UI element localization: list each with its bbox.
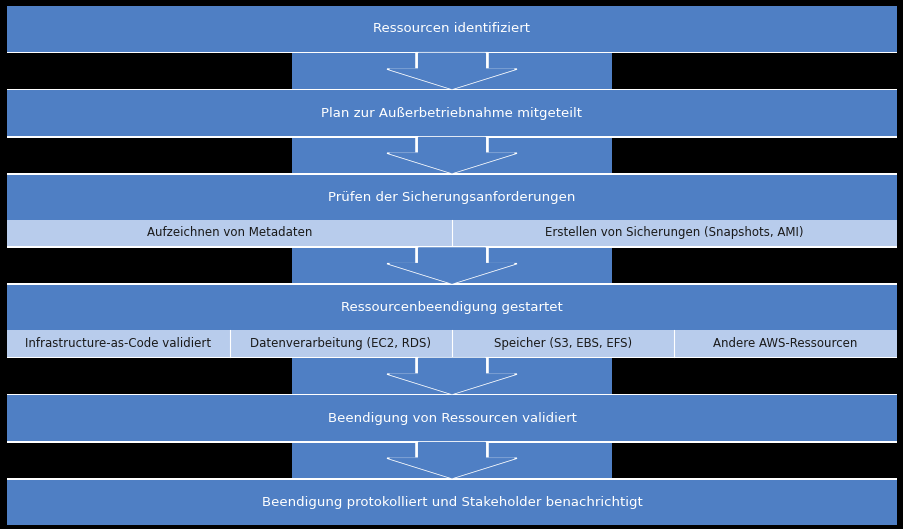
Bar — [292, 51, 611, 90]
Polygon shape — [386, 247, 517, 284]
Text: Aufzeichnen von Metadaten: Aufzeichnen von Metadaten — [147, 226, 312, 240]
Text: Infrastructure-as-Code validiert: Infrastructure-as-Code validiert — [25, 337, 211, 350]
Bar — [7, 246, 896, 248]
Polygon shape — [389, 138, 514, 172]
Bar — [7, 330, 896, 357]
Text: Beendigung von Ressourcen validiert: Beendigung von Ressourcen validiert — [327, 412, 576, 425]
Bar — [292, 246, 611, 285]
Bar — [7, 394, 896, 396]
Text: Andere AWS-Ressourcen: Andere AWS-Ressourcen — [712, 337, 857, 350]
Text: Ressourcen identifiziert: Ressourcen identifiziert — [373, 22, 530, 35]
Bar — [292, 357, 611, 396]
Polygon shape — [389, 53, 514, 88]
Polygon shape — [389, 359, 514, 394]
Bar — [7, 478, 896, 480]
Polygon shape — [389, 443, 514, 478]
Text: Ressourcenbeendigung gestartet: Ressourcenbeendigung gestartet — [340, 301, 563, 314]
Bar — [7, 396, 896, 441]
Bar — [7, 283, 896, 285]
Bar — [7, 285, 896, 330]
Text: Beendigung protokolliert und Stakeholder benachrichtigt: Beendigung protokolliert und Stakeholder… — [261, 496, 642, 509]
Bar — [7, 88, 896, 90]
Polygon shape — [386, 442, 517, 479]
Bar — [7, 441, 896, 443]
Bar — [292, 441, 611, 480]
Bar — [7, 90, 896, 135]
Bar — [7, 175, 896, 220]
Text: Datenverarbeitung (EC2, RDS): Datenverarbeitung (EC2, RDS) — [250, 337, 431, 350]
Polygon shape — [386, 136, 517, 174]
Polygon shape — [386, 358, 517, 395]
Text: Speicher (S3, EBS, EFS): Speicher (S3, EBS, EFS) — [494, 337, 631, 350]
Polygon shape — [389, 248, 514, 283]
Bar — [7, 135, 896, 138]
Polygon shape — [386, 52, 517, 89]
Bar — [7, 172, 896, 175]
Bar — [7, 51, 896, 53]
Bar — [7, 480, 896, 525]
Text: Erstellen von Sicherungen (Snapshots, AMI): Erstellen von Sicherungen (Snapshots, AM… — [545, 226, 803, 240]
Text: Prüfen der Sicherungsanforderungen: Prüfen der Sicherungsanforderungen — [328, 190, 575, 204]
Bar — [7, 220, 896, 246]
Bar — [292, 135, 611, 175]
Bar — [7, 6, 896, 51]
Text: Plan zur Außerbetriebnahme mitgeteilt: Plan zur Außerbetriebnahme mitgeteilt — [321, 106, 582, 120]
Bar — [7, 357, 896, 359]
